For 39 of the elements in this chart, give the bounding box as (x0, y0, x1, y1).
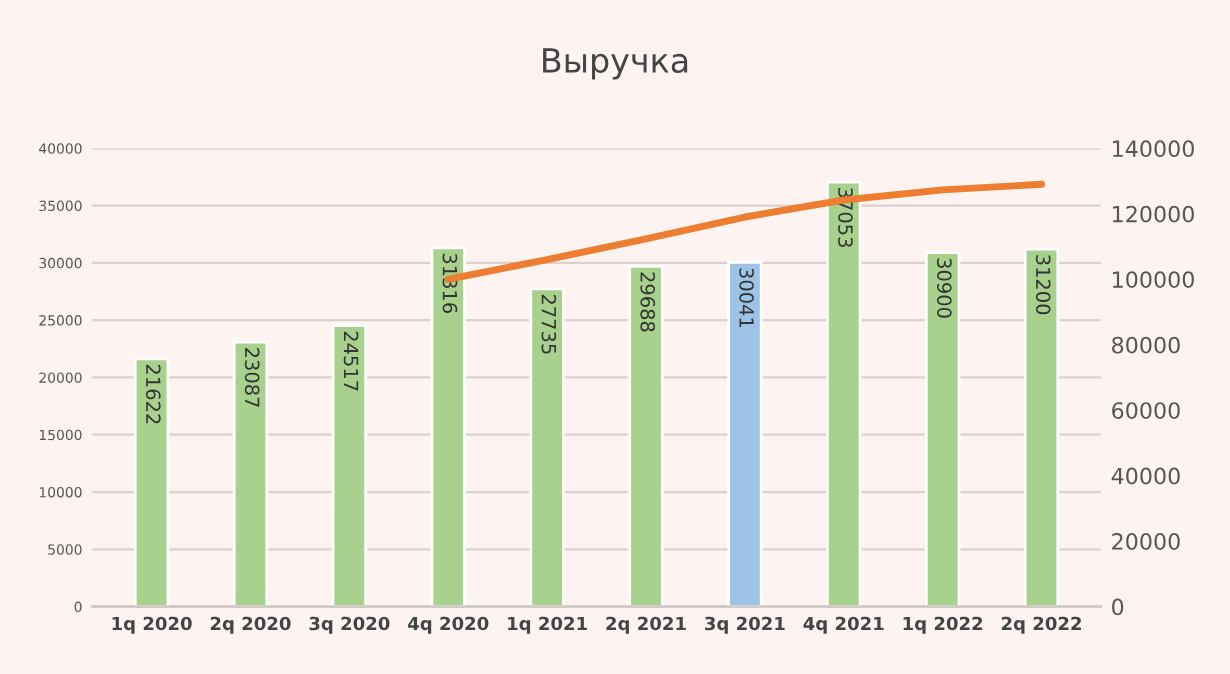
data-label: 27735 (541, 294, 557, 354)
data-label: 21622 (145, 364, 161, 424)
bar (628, 265, 664, 607)
x-tick-label: 2q 2020 (210, 616, 291, 634)
x-tick-label: 3q 2020 (309, 616, 390, 634)
x-tick-label: 2q 2021 (606, 616, 686, 634)
bar (727, 261, 763, 607)
data-label: 23087 (244, 348, 260, 407)
bar (1023, 247, 1060, 607)
chart-title: Выручка (543, 48, 688, 80)
y2-tick-label: 100000 (1113, 271, 1194, 288)
y2-tick-label: 140000 (1113, 140, 1194, 158)
data-label: 31316 (442, 253, 458, 313)
x-tick-label: 1q 2020 (112, 616, 192, 634)
y2-tick-label: 20000 (1112, 533, 1180, 550)
bar (826, 180, 862, 607)
x-tick-label: 4q 2020 (408, 616, 489, 634)
bar (529, 287, 565, 607)
bar (232, 340, 269, 607)
data-label: 30041 (739, 268, 754, 328)
x-tick-label: 1q 2022 (903, 616, 983, 634)
data-label: 37053 (838, 188, 853, 247)
data-label: 30900 (937, 258, 952, 318)
y2-tick-label: 40000 (1111, 467, 1180, 485)
y2-tick-label: 0 (1112, 598, 1124, 616)
data-label: 24517 (343, 331, 359, 391)
y2-tick-label: 120000 (1113, 205, 1194, 223)
data-label: 31200 (1035, 255, 1051, 315)
data-label: 29688 (640, 272, 656, 332)
x-tick-label: 3q 2021 (705, 616, 785, 634)
x-tick-label: 4q 2021 (803, 616, 884, 634)
bar (924, 251, 961, 607)
y2-tick-label: 60000 (1112, 402, 1180, 419)
x-tick-label: 2q 2022 (1001, 616, 1081, 634)
bar (133, 357, 170, 607)
bar (430, 246, 466, 607)
bar (331, 324, 368, 607)
y2-tick-label: 80000 (1112, 336, 1180, 354)
x-tick-label: 1q 2021 (508, 616, 587, 634)
